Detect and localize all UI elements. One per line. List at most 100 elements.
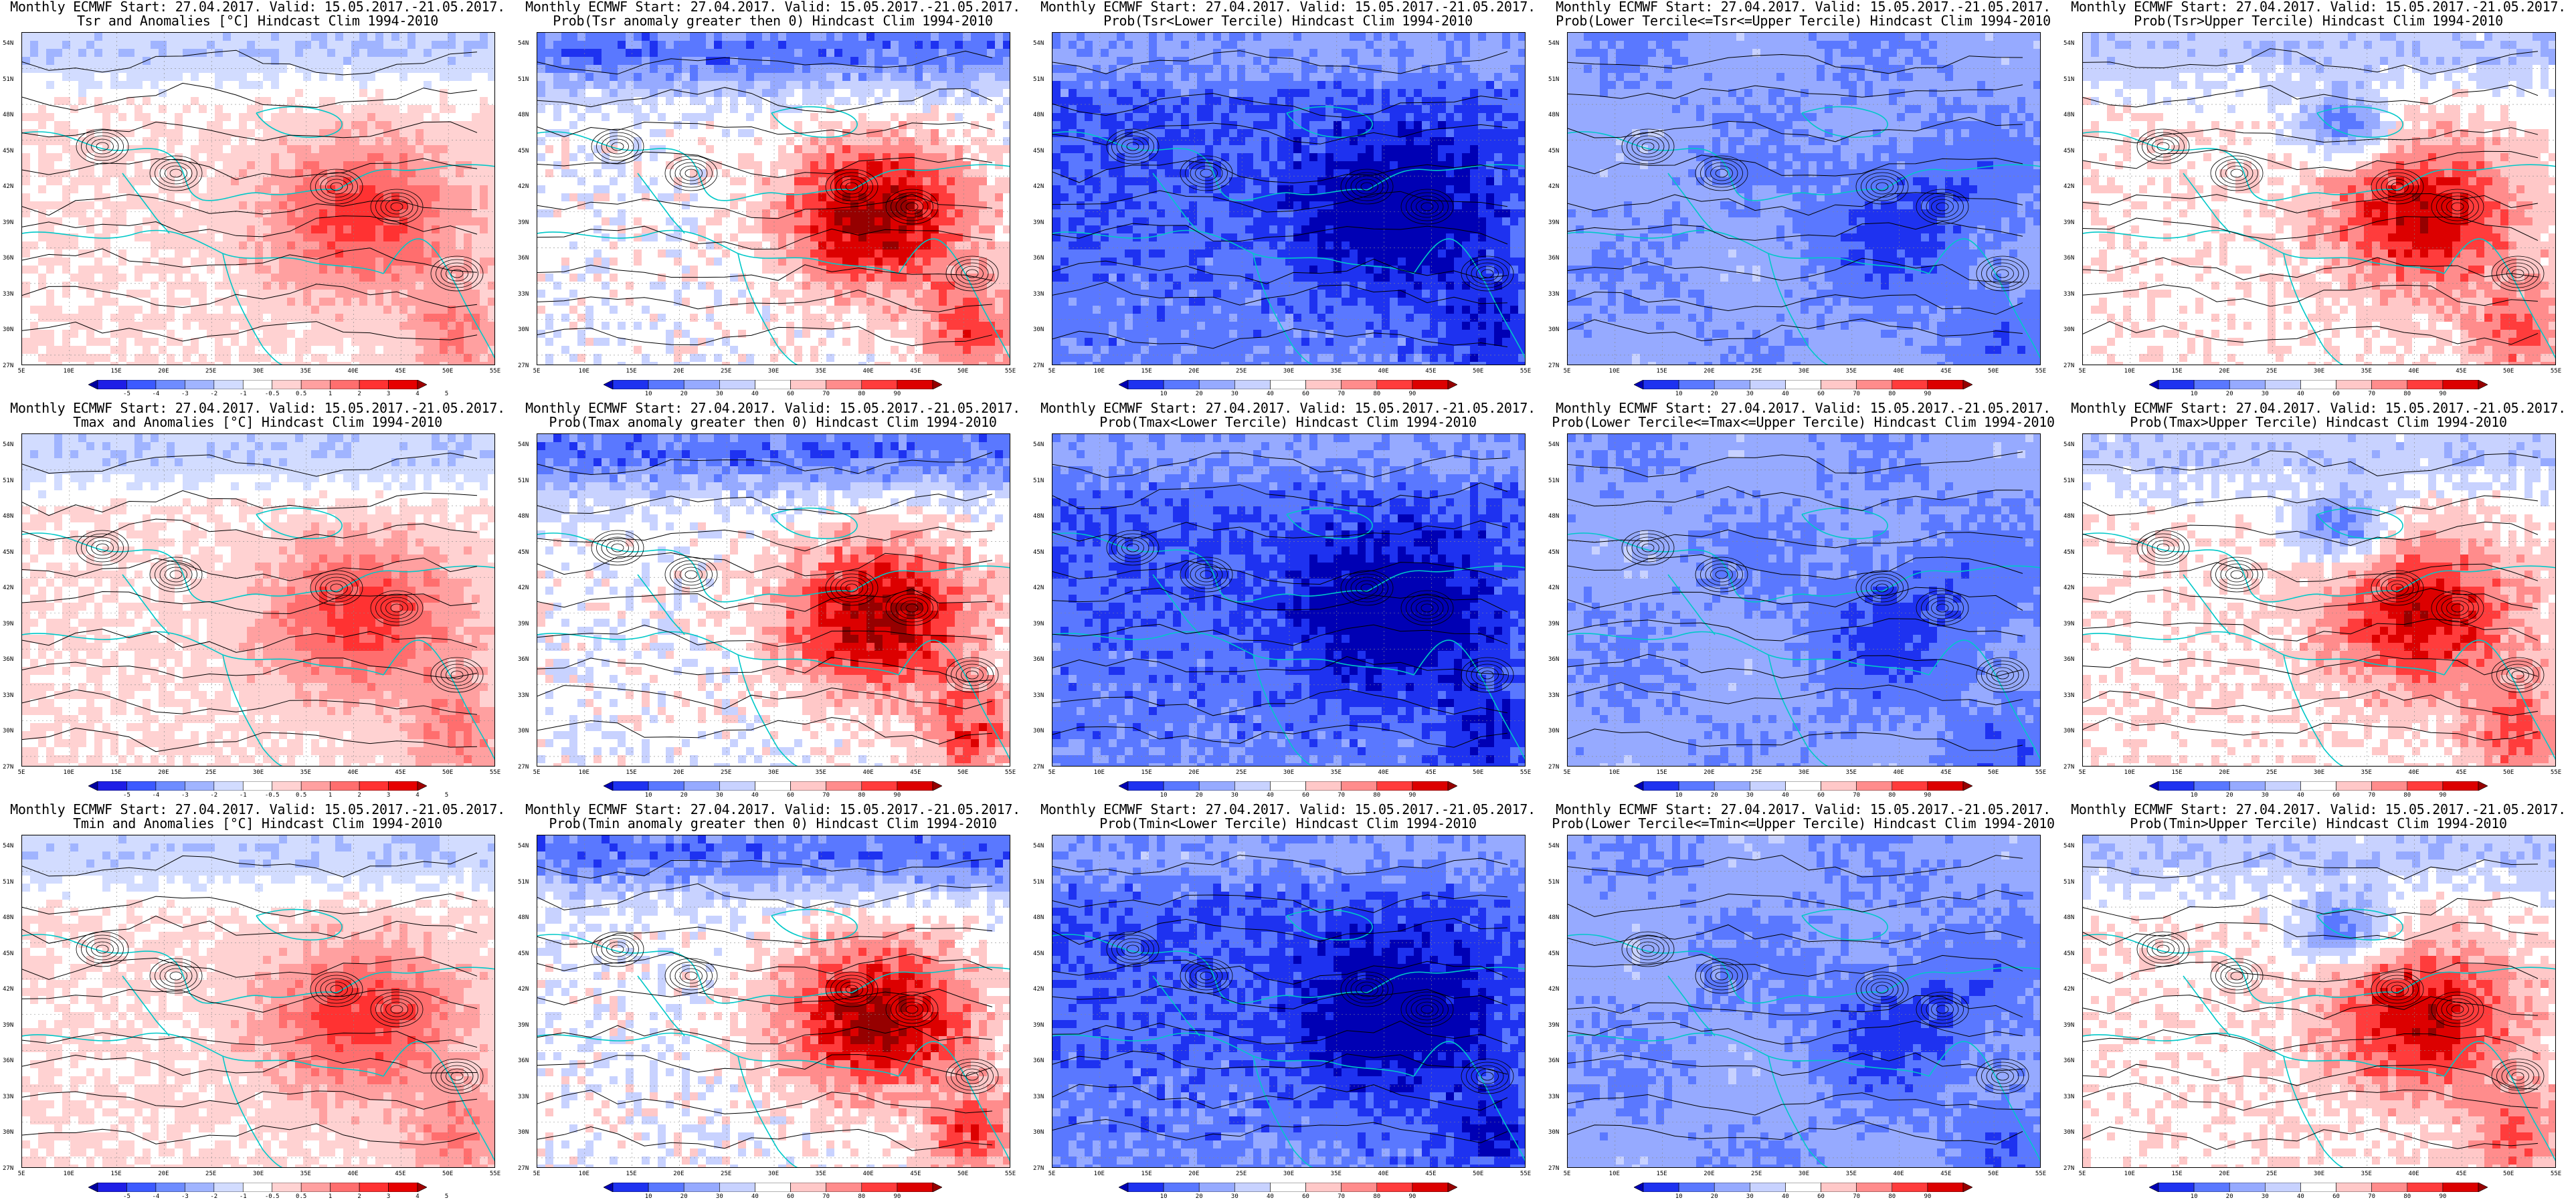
- coastline: [1801, 908, 1888, 941]
- contour-line: [1568, 116, 2023, 142]
- contour-line: [2220, 563, 2253, 586]
- contour-line: [2446, 600, 2469, 616]
- longitude-tick-label: 35E: [2361, 769, 2372, 776]
- contour-line: [169, 971, 183, 981]
- panel-title-line2: Prob(Tmax anomaly greater then 0) Hindca…: [515, 415, 1030, 429]
- colorbar-tick-label: 90: [893, 1193, 901, 1200]
- contour-line: [385, 199, 408, 215]
- colorbar-tick-label: 80: [1373, 391, 1380, 397]
- colorbar-tick-label: 30: [1746, 792, 1754, 799]
- contour-line: [537, 151, 993, 178]
- map-plot: [1567, 835, 2041, 1168]
- colorbar-tick-label: 80: [1373, 1193, 1380, 1200]
- latitude-tick-label: 54N: [518, 441, 529, 448]
- contour-line: [1568, 221, 2023, 241]
- contour-line: [2446, 199, 2469, 215]
- colorbar-tick-label: 70: [822, 391, 830, 397]
- colorbar-segment: [2371, 781, 2408, 791]
- map-field-svg: [22, 835, 494, 1167]
- contour-line: [81, 533, 124, 563]
- contour-line: [2215, 159, 2258, 188]
- longitude-tick-label: 25E: [2266, 769, 2277, 776]
- contour-line: [2142, 934, 2185, 964]
- contour-line: [1931, 199, 1954, 215]
- contour-line: [961, 667, 984, 683]
- contour-line: [440, 664, 474, 686]
- latitude-tick-label: 39N: [518, 621, 529, 627]
- colorbar-extend-high: [417, 781, 427, 791]
- contour-line: [1710, 968, 1733, 984]
- latitude-tick-label: 27N: [1033, 764, 1044, 771]
- contour-line: [2511, 1072, 2524, 1081]
- coastline: [22, 934, 337, 1004]
- longitude-tick-label: 15E: [626, 769, 636, 776]
- longitude-tick-label: 25E: [1751, 1171, 1762, 1177]
- contour-line: [1871, 580, 1894, 596]
- coastline: [1568, 631, 1930, 676]
- contour-line: [2083, 894, 2539, 920]
- longitude-tick-label: 45E: [395, 1171, 405, 1177]
- contour-line: [22, 194, 478, 216]
- contour-line: [2451, 603, 2464, 613]
- contour-line: [1631, 938, 1665, 961]
- latitude-tick-label: 48N: [1548, 914, 1559, 921]
- coastline: [1667, 975, 1716, 1037]
- map-field-svg: [1052, 434, 1525, 766]
- contour-line: [430, 657, 484, 693]
- contour-line: [601, 938, 634, 961]
- colorbar-tick-label: 90: [1924, 391, 1931, 397]
- colorbar-segment: [1341, 781, 1378, 791]
- latitude-tick-label: 42N: [1548, 183, 1559, 190]
- contour-line: [1936, 1005, 1949, 1014]
- latitude-tick-label: 42N: [3, 986, 13, 993]
- contour-line: [22, 658, 478, 679]
- contour-line: [537, 926, 993, 945]
- latitude-tick-label: 33N: [1548, 291, 1559, 298]
- latitude-tick-label: 45N: [518, 950, 529, 957]
- contour-line: [1568, 192, 2023, 216]
- contour-line: [1568, 258, 2023, 283]
- contour-line: [385, 1001, 408, 1017]
- colorbar-segment: [213, 380, 244, 389]
- colorbar-tick-label: 4: [416, 1193, 419, 1200]
- map-plot: [2082, 32, 2556, 365]
- latitude-tick-label: 27N: [3, 764, 13, 771]
- contour-line: [591, 530, 644, 566]
- coastline: [122, 173, 170, 234]
- contour-line: [2431, 991, 2484, 1027]
- colorbar-segment: [388, 380, 418, 389]
- contour-line: [1106, 530, 1160, 566]
- contour-line: [1926, 195, 1959, 218]
- latitude-tick-label: 54N: [2063, 441, 2074, 448]
- colorbar-segment: [1678, 1183, 1715, 1192]
- colorbar-segment: [2336, 781, 2372, 791]
- coastline: [1928, 1041, 2040, 1162]
- contour-line: [1991, 1068, 2014, 1084]
- colorbar-segment: [2158, 380, 2195, 389]
- contour-line: [159, 965, 193, 987]
- colorbar-extend-low: [2149, 380, 2159, 389]
- contour-line: [2441, 195, 2474, 218]
- colorbar: [88, 1183, 427, 1192]
- contour-line: [155, 560, 197, 589]
- contour-line: [1921, 995, 1964, 1024]
- colorbar-tick-label: 3: [387, 391, 390, 397]
- colorbar-extend-low: [1119, 380, 1129, 389]
- contour-line: [1111, 533, 1154, 563]
- latitude-tick-label: 36N: [2063, 656, 2074, 663]
- coastline: [22, 131, 337, 201]
- longitude-tick-label: 15E: [2171, 1171, 2182, 1177]
- colorbar-tick-label: 70: [2368, 792, 2375, 799]
- panel-title-line2: Tmin and Anomalies [°C] Hindcast Clim 19…: [0, 817, 515, 831]
- coastline: [1568, 229, 1930, 274]
- contour-line: [2371, 169, 2424, 205]
- contour-line: [1121, 941, 1144, 957]
- panel-title: Monthly ECMWF Start: 27.04.2017. Valid: …: [2061, 401, 2576, 429]
- longitude-tick-label: 30E: [1283, 769, 1294, 776]
- colorbar-tick-label: 20: [680, 792, 688, 799]
- colorbar-segment: [2300, 1183, 2336, 1192]
- contour-line: [2496, 1062, 2539, 1091]
- map-plot: [2082, 835, 2556, 1168]
- contour-line: [22, 957, 478, 980]
- colorbar-tick-label: -5: [123, 792, 130, 799]
